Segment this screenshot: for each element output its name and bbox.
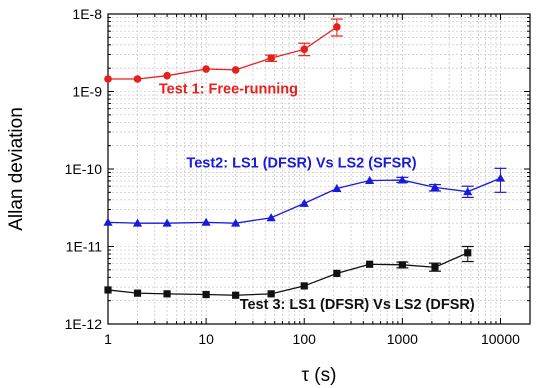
series-line	[108, 26, 338, 80]
data-point	[133, 75, 142, 83]
data-point	[333, 269, 341, 277]
data-point	[231, 218, 241, 227]
data-point	[266, 213, 276, 222]
series-line	[107, 252, 469, 296]
data-point	[202, 290, 210, 299]
data-point	[267, 290, 275, 298]
x-tick-label: 100	[293, 331, 317, 347]
y-tick-label: 1E-10	[65, 161, 103, 177]
data-point	[231, 66, 240, 74]
data-point	[300, 45, 309, 54]
data-point	[463, 187, 473, 196]
data-point	[132, 218, 143, 227]
series-2	[103, 167, 507, 227]
data-point	[163, 71, 171, 80]
annotation-layer: Test 1: Free-running Test2: LS1 (DFSR) Vs…	[159, 82, 475, 314]
x-tick-label: 1000	[387, 331, 418, 347]
series-annotation: Test 3: LS1 (DFSR) Vs LS2 (DFSR)	[240, 297, 475, 313]
data-point	[163, 290, 171, 298]
series-annotation: Test 1: Free-running	[159, 82, 298, 98]
x-axis-title: τ (s)	[302, 365, 337, 386]
y-tick-label: 1E-12	[65, 316, 103, 332]
series-layer	[103, 18, 507, 299]
data-point	[201, 217, 211, 226]
data-point	[430, 182, 440, 191]
y-tick-label: 1E-8	[72, 6, 102, 22]
data-point	[299, 198, 309, 207]
x-tick-label: 1	[104, 331, 112, 347]
data-point	[333, 23, 341, 31]
tick-layer: 1 10 100 1000 10000 1E-12 1E-11 1E-10 1E-9 1E-8	[65, 6, 531, 347]
y-tick-label: 1E-11	[66, 239, 103, 255]
data-point	[464, 249, 472, 257]
data-point	[104, 286, 112, 294]
data-point	[232, 291, 240, 299]
data-point	[397, 175, 407, 184]
data-point	[332, 183, 342, 192]
y-axis-title: Allan deviation	[6, 107, 27, 231]
data-point	[103, 217, 113, 226]
data-point	[495, 173, 506, 182]
data-point	[104, 75, 112, 83]
data-point	[366, 260, 374, 268]
data-point	[365, 175, 375, 184]
data-point	[133, 289, 142, 297]
data-point	[162, 218, 172, 227]
x-tick-label: 10000	[481, 331, 520, 347]
series-3	[104, 245, 474, 299]
series-annotation: Test2: LS1 (DFSR) Vs LS2 (SFSR)	[186, 156, 416, 172]
data-point	[300, 282, 308, 290]
data-point	[267, 54, 275, 62]
data-point	[202, 65, 210, 73]
data-point	[431, 263, 439, 271]
data-point	[398, 261, 406, 269]
y-tick-label: 1E-9	[72, 84, 102, 100]
x-tick-label: 10	[198, 331, 214, 347]
series-1	[104, 18, 343, 83]
